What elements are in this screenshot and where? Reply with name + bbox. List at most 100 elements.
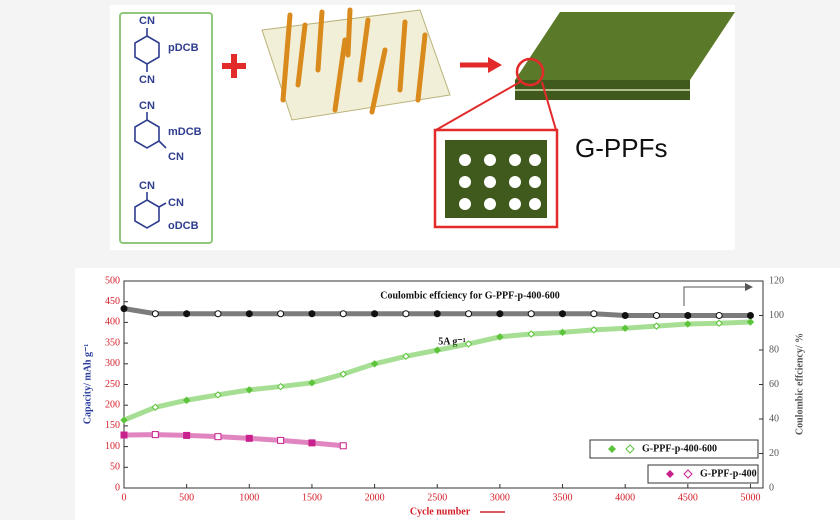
point	[339, 310, 347, 318]
legend-label: G-PPF-p-400-600	[642, 443, 717, 454]
point	[590, 310, 598, 318]
legend-label: G-PPF-p-400	[700, 468, 757, 479]
point	[590, 326, 598, 334]
y2-tick-label: 80	[769, 344, 779, 355]
point	[370, 360, 379, 368]
annotation: 5A g⁻¹	[438, 336, 465, 347]
point	[151, 310, 159, 318]
point	[684, 320, 692, 328]
x-tick-label: 4500	[678, 492, 698, 503]
point	[245, 310, 253, 318]
point	[276, 382, 285, 391]
y2-tick-label: 40	[769, 413, 779, 424]
group-label: CN	[168, 197, 184, 209]
molecule-label: pDCB	[168, 42, 199, 54]
annotation-arrowhead	[745, 283, 753, 291]
point	[527, 330, 535, 338]
y-tick-label: 200	[105, 399, 120, 410]
y-axis-label: Capacity/ mAh g⁻¹	[82, 344, 93, 425]
x-tick-label: 2500	[427, 492, 447, 503]
point	[715, 312, 723, 319]
zoom-line	[541, 81, 557, 131]
legend-marker	[666, 470, 674, 478]
point	[214, 310, 222, 318]
rods	[280, 7, 428, 115]
y2-tick-label: 100	[769, 310, 784, 321]
point	[120, 305, 128, 313]
point	[433, 346, 441, 354]
molecule-box	[119, 12, 213, 244]
point	[527, 310, 535, 318]
chart: 0 500 1000 1500 2000 2500 3000 3500 4000 4500 5000…	[82, 275, 805, 517]
x-tick-label: 0	[122, 492, 127, 503]
molecule-label: mDCB	[168, 126, 202, 138]
zoom-line	[435, 81, 521, 131]
point	[120, 416, 128, 424]
molecule-rings	[134, 28, 167, 229]
y2-tick-label: 20	[769, 448, 779, 459]
y-tick-label: 50	[110, 462, 120, 473]
plus-sign	[222, 54, 246, 78]
pores	[459, 154, 541, 210]
group-label: CN	[139, 100, 155, 112]
group-label: CN	[139, 15, 155, 27]
x-tick-label: 3500	[553, 492, 573, 503]
x-tick-label: 2000	[365, 492, 385, 503]
y2-tick-label: 0	[769, 482, 774, 493]
point	[684, 312, 692, 319]
y-tick-label: 250	[105, 379, 120, 390]
annotation-arrow	[683, 286, 745, 306]
point	[277, 310, 285, 318]
point	[559, 310, 567, 318]
x-tick-label: 500	[179, 492, 194, 503]
point	[308, 379, 316, 387]
y-tick-label: 300	[105, 358, 120, 369]
x-tick-label: 4000	[615, 492, 635, 503]
point	[308, 310, 316, 318]
point	[621, 312, 629, 319]
point	[120, 431, 128, 439]
point	[402, 352, 410, 361]
point	[621, 324, 629, 332]
point	[245, 386, 254, 394]
series-line	[123, 432, 344, 449]
point	[653, 312, 660, 319]
point	[371, 310, 379, 318]
point	[183, 310, 191, 318]
y-tick-label: 450	[105, 296, 120, 307]
group-label: CN	[139, 180, 155, 192]
product-label: G-PPFs	[575, 133, 667, 163]
point	[245, 434, 253, 442]
legend-marker	[608, 445, 616, 453]
point	[339, 442, 347, 450]
point	[652, 322, 661, 330]
group-label: CN	[139, 74, 155, 86]
point	[496, 333, 504, 341]
point	[715, 319, 723, 327]
y2-tick-label: 120	[769, 275, 784, 286]
y-tick-label: 100	[105, 441, 120, 452]
point	[277, 436, 285, 444]
point	[433, 310, 441, 318]
point	[214, 433, 222, 441]
arrow	[460, 57, 502, 73]
legend-box	[589, 439, 759, 459]
point	[308, 439, 316, 447]
y-tick-label: 400	[105, 317, 120, 328]
molecule-label: oDCB	[168, 220, 199, 232]
annotation: Coulombic effciency for G-PPF-p-400-600	[380, 290, 560, 301]
y2-axis-label: Coulombic effciency/ %	[794, 333, 805, 435]
film	[515, 12, 735, 80]
y2-tick-label: 60	[769, 379, 779, 390]
zoom-circle	[515, 57, 545, 87]
point	[558, 328, 567, 337]
point	[151, 403, 160, 411]
x-tick-label: 1500	[302, 492, 322, 503]
point	[214, 391, 222, 399]
legend-marker	[625, 444, 635, 454]
point	[183, 431, 191, 439]
point	[465, 310, 473, 318]
point	[339, 370, 347, 378]
y-tick-label: 500	[105, 275, 120, 286]
group-label: CN	[168, 151, 184, 163]
